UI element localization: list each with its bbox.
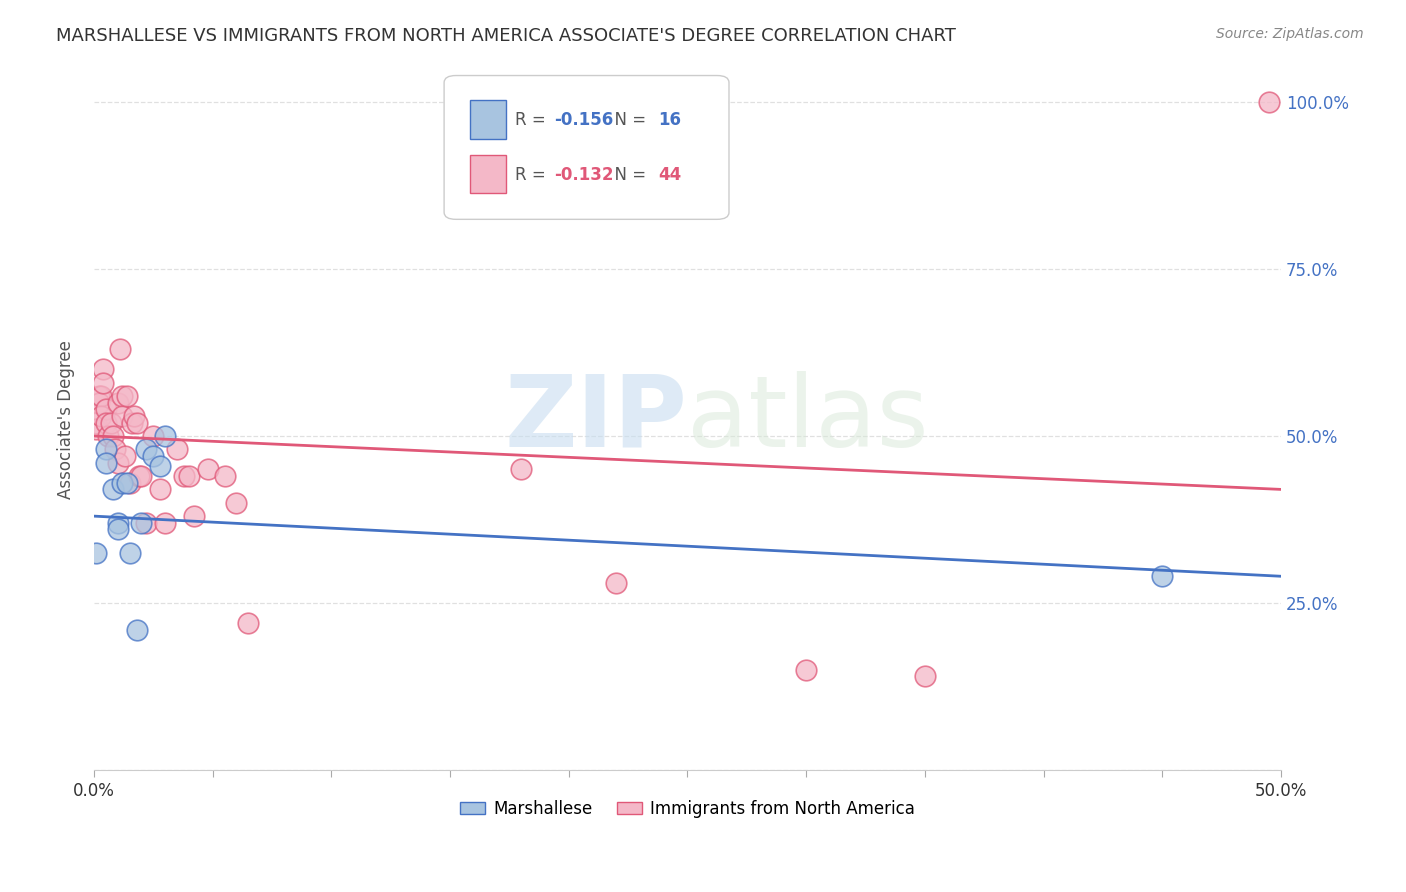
Text: atlas: atlas	[688, 371, 929, 467]
Text: R =: R =	[516, 112, 551, 129]
Point	[101, 429, 124, 443]
Point	[114, 449, 136, 463]
Text: R =: R =	[516, 166, 551, 184]
Point	[87, 395, 110, 409]
Point	[794, 663, 817, 677]
Point	[118, 475, 141, 490]
Point	[153, 516, 176, 530]
Point	[149, 458, 172, 473]
Text: -0.132: -0.132	[554, 166, 614, 184]
Text: 16: 16	[658, 112, 681, 129]
Text: -0.156: -0.156	[554, 112, 614, 129]
Point	[131, 516, 153, 530]
Point	[90, 409, 112, 423]
Point	[131, 469, 153, 483]
Point	[135, 516, 157, 530]
Point	[173, 469, 195, 483]
Point	[142, 429, 165, 443]
Point	[1258, 95, 1281, 109]
Point	[111, 475, 134, 490]
Text: Source: ZipAtlas.com: Source: ZipAtlas.com	[1216, 27, 1364, 41]
Point	[214, 469, 236, 483]
Point	[177, 469, 200, 483]
Point	[94, 416, 117, 430]
Point	[153, 429, 176, 443]
Point	[107, 395, 129, 409]
Point	[238, 615, 260, 630]
Point	[121, 416, 143, 430]
Point	[115, 389, 138, 403]
Point	[125, 623, 148, 637]
Point	[84, 546, 107, 560]
Text: 44: 44	[658, 166, 681, 184]
Point	[107, 523, 129, 537]
Text: ZIP: ZIP	[505, 371, 688, 467]
Point	[97, 429, 120, 443]
Text: N =: N =	[605, 166, 652, 184]
Point	[118, 546, 141, 560]
Point	[93, 362, 115, 376]
Point	[111, 389, 134, 403]
Point	[100, 416, 122, 430]
Point	[197, 462, 219, 476]
Point	[125, 416, 148, 430]
Point	[225, 496, 247, 510]
Text: N =: N =	[605, 112, 652, 129]
Bar	[470, 100, 506, 138]
Point	[135, 442, 157, 457]
Point	[510, 462, 533, 476]
Point	[93, 376, 115, 390]
Point	[107, 516, 129, 530]
Point	[166, 442, 188, 457]
Bar	[470, 155, 506, 194]
Point	[108, 342, 131, 356]
Point	[94, 456, 117, 470]
Point	[111, 409, 134, 423]
Point	[84, 416, 107, 430]
Y-axis label: Associate's Degree: Associate's Degree	[58, 340, 75, 499]
Point	[124, 409, 146, 423]
Point	[87, 389, 110, 403]
Point	[183, 509, 205, 524]
Point	[914, 669, 936, 683]
Point	[107, 456, 129, 470]
Point	[142, 449, 165, 463]
Point	[104, 442, 127, 457]
Legend: Marshallese, Immigrants from North America: Marshallese, Immigrants from North Ameri…	[453, 794, 922, 825]
Point	[94, 442, 117, 457]
Point	[84, 422, 107, 436]
Point	[90, 389, 112, 403]
FancyBboxPatch shape	[444, 76, 728, 219]
Point	[605, 576, 627, 591]
Point	[149, 483, 172, 497]
Point	[128, 469, 150, 483]
Text: MARSHALLESE VS IMMIGRANTS FROM NORTH AMERICA ASSOCIATE'S DEGREE CORRELATION CHAR: MARSHALLESE VS IMMIGRANTS FROM NORTH AME…	[56, 27, 956, 45]
Point	[101, 483, 124, 497]
Point	[1152, 569, 1174, 583]
Point	[94, 402, 117, 417]
Point	[115, 475, 138, 490]
